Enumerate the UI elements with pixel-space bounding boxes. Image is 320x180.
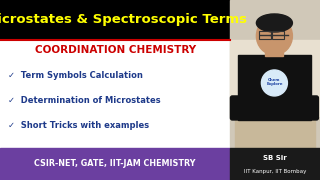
Circle shape (261, 70, 287, 96)
Bar (265, 48, 284, 56)
Text: IIT Kanpur, IIT Bombay: IIT Kanpur, IIT Bombay (244, 168, 306, 174)
Text: SB Sir: SB Sir (263, 155, 287, 161)
Ellipse shape (256, 17, 292, 55)
Bar (230, 40, 320, 116)
Text: Chem
Explore: Chem Explore (266, 78, 283, 86)
Text: COORDINATION CHEMISTRY: COORDINATION CHEMISTRY (35, 45, 196, 55)
Text: ✓  Determination of Microstates: ✓ Determination of Microstates (8, 96, 161, 105)
Text: Microstates & Spectroscopic Terms: Microstates & Spectroscopic Terms (0, 13, 247, 26)
Text: CSIR-NET, GATE, IIT-JAM CHEMISTRY: CSIR-NET, GATE, IIT-JAM CHEMISTRY (35, 159, 196, 168)
FancyBboxPatch shape (230, 96, 254, 120)
Bar (238, 55, 311, 120)
Bar (0, 0, 320, 40)
Text: ✓  Short Tricks with examples: ✓ Short Tricks with examples (8, 122, 149, 130)
Bar (236, 113, 316, 148)
Bar (230, 148, 320, 180)
Bar (260, 31, 271, 39)
Bar (0, 148, 230, 180)
Text: ✓  Term Symbols Calculation: ✓ Term Symbols Calculation (8, 71, 143, 80)
Ellipse shape (256, 14, 292, 32)
Bar (230, 0, 320, 180)
Bar (272, 31, 284, 39)
FancyBboxPatch shape (294, 96, 318, 120)
Bar (0, 40, 230, 148)
